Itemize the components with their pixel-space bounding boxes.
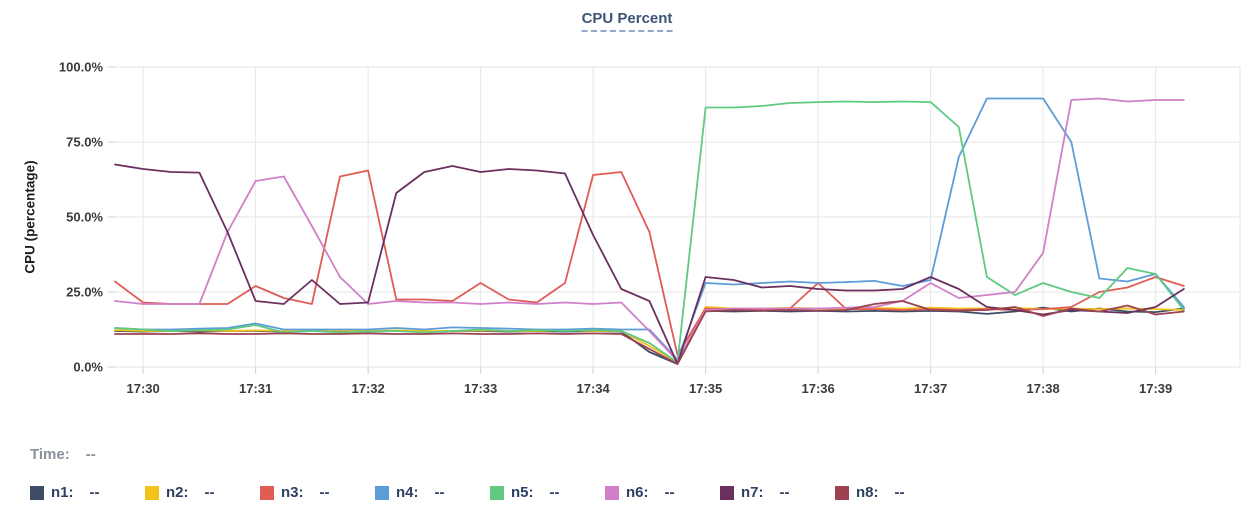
legend-swatch-n7	[720, 485, 734, 500]
time-label: Time:	[30, 446, 70, 463]
series-line-n1[interactable]	[114, 306, 1185, 365]
x-tick-label: 17:33	[464, 381, 497, 396]
legend-label: n8:	[856, 484, 879, 501]
time-value: --	[85, 446, 96, 463]
hover-time-readout: Time: --	[30, 446, 96, 463]
chart-title[interactable]: CPU Percent	[581, 10, 673, 32]
legend-swatch-n1	[30, 485, 44, 500]
legend-swatch-n8	[835, 485, 849, 500]
legend-item-n8[interactable]: n8: --	[835, 484, 950, 501]
legend-value: --	[549, 484, 560, 501]
x-tick-label: 17:36	[802, 381, 835, 396]
legend-swatch-n5	[490, 485, 504, 500]
legend-label: n6:	[626, 484, 649, 501]
y-tick-label: 25.0%	[66, 285, 103, 300]
y-axis-title: CPU (percentage)	[22, 160, 38, 274]
chart-legend: n1: -- n2: -- n3: -- n4: -- n5: -- n6: -- n7: -- n8: --	[30, 484, 950, 501]
y-tick-label: 100.0%	[59, 60, 104, 75]
legend-label: n3:	[281, 484, 304, 501]
x-tick-label: 17:35	[689, 381, 722, 396]
legend-swatch-n2	[145, 485, 159, 500]
legend-item-n6[interactable]: n6: --	[605, 484, 720, 501]
legend-item-n3[interactable]: n3: --	[260, 484, 375, 501]
legend-item-n5[interactable]: n5: --	[490, 484, 605, 501]
x-tick-label: 17:31	[239, 381, 272, 396]
legend-label: n2:	[166, 484, 189, 501]
y-tick-label: 0.0%	[73, 360, 103, 375]
legend-item-n1[interactable]: n1: --	[30, 484, 145, 501]
legend-value: --	[89, 484, 100, 501]
series-line-n2[interactable]	[114, 306, 1185, 364]
legend-swatch-n6	[605, 485, 619, 500]
series-line-n8[interactable]	[114, 300, 1185, 365]
legend-value: --	[664, 484, 675, 501]
x-tick-label: 17:32	[352, 381, 385, 396]
y-tick-label: 50.0%	[66, 210, 103, 225]
x-tick-label: 17:38	[1027, 381, 1060, 396]
legend-value: --	[204, 484, 215, 501]
chart-svg[interactable]: 0.0% 25.0% 50.0% 75.0% 100.0% 17:30 17:31 17:32…	[0, 0, 1254, 420]
legend-swatch-n4	[375, 485, 389, 500]
legend-value: --	[319, 484, 330, 501]
series-line-n5[interactable]	[114, 100, 1185, 364]
series-line-n6[interactable]	[114, 97, 1185, 362]
x-tick-label: 17:34	[577, 381, 611, 396]
legend-swatch-n3	[260, 485, 274, 500]
legend-label: n7:	[741, 484, 764, 501]
series-line-n4[interactable]	[114, 97, 1185, 361]
y-tick-label: 75.0%	[66, 135, 103, 150]
legend-label: n1:	[51, 484, 74, 501]
legend-value: --	[779, 484, 790, 501]
series-line-n7[interactable]	[114, 163, 1185, 365]
legend-value: --	[434, 484, 445, 501]
legend-item-n2[interactable]: n2: --	[145, 484, 260, 501]
x-tick-label: 17:39	[1139, 381, 1172, 396]
legend-item-n7[interactable]: n7: --	[720, 484, 835, 501]
legend-label: n5:	[511, 484, 534, 501]
legend-label: n4:	[396, 484, 419, 501]
legend-value: --	[894, 484, 905, 501]
x-tick-label: 17:37	[914, 381, 947, 396]
legend-item-n4[interactable]: n4: --	[375, 484, 490, 501]
x-tick-label: 17:30	[127, 381, 160, 396]
